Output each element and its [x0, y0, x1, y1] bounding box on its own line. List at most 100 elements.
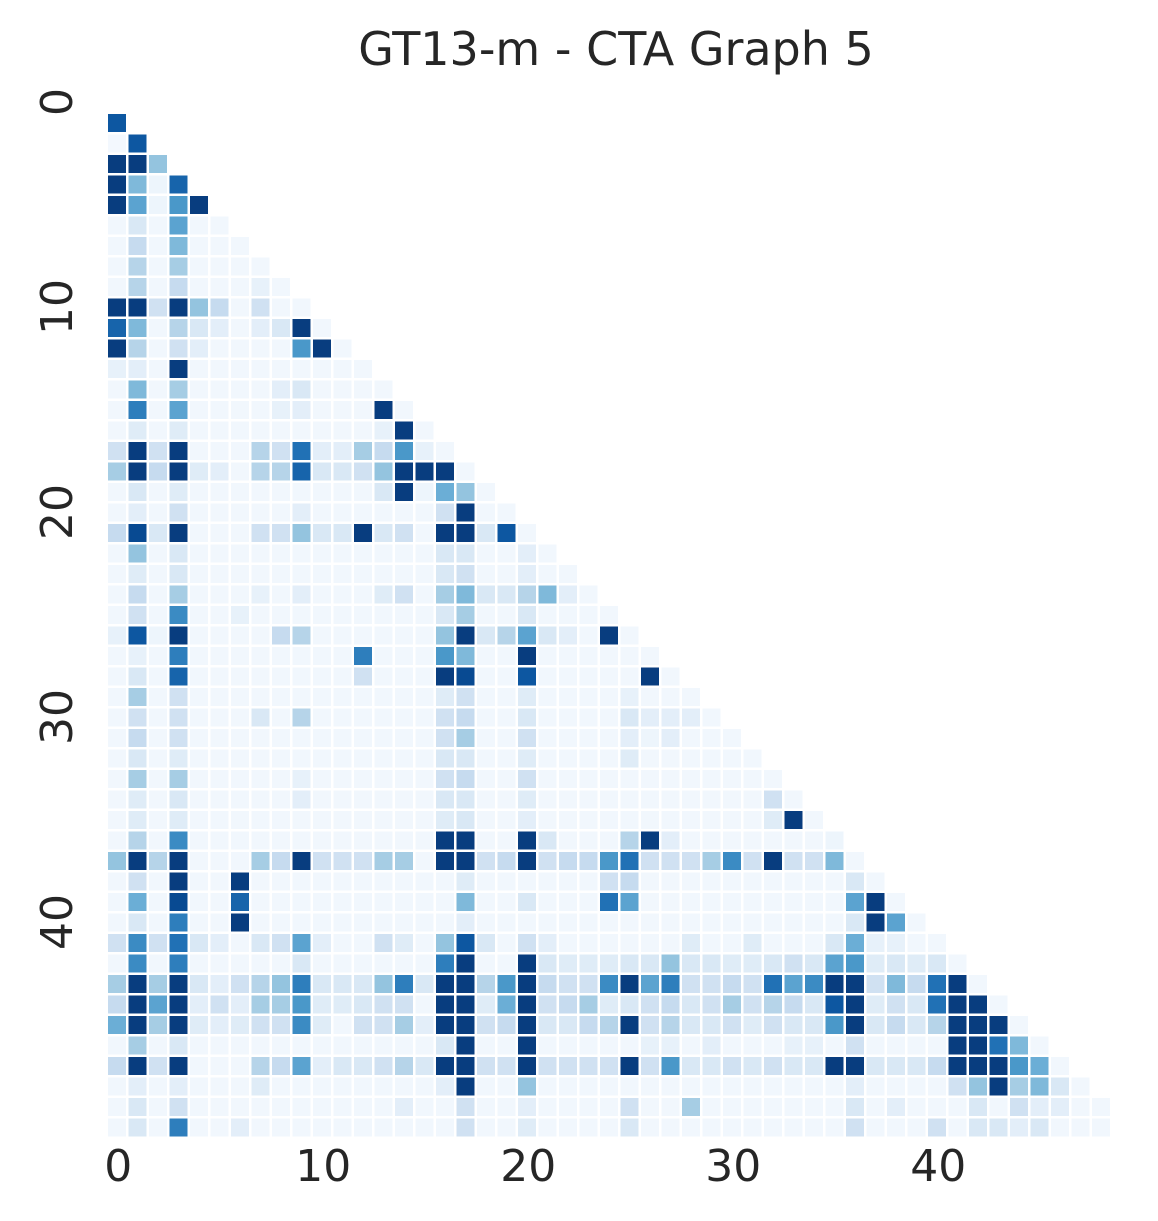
heatmap-cell [928, 954, 946, 973]
heatmap-cell [272, 688, 290, 706]
heatmap-cell [600, 872, 618, 891]
heatmap-cell [313, 421, 331, 440]
heatmap-cell [210, 1118, 229, 1137]
heatmap-cell [805, 1016, 823, 1034]
heatmap-cell [231, 1118, 249, 1137]
heatmap-cell [723, 790, 741, 809]
heatmap-cell [620, 811, 639, 829]
heatmap-cell [313, 749, 331, 768]
heatmap-cell [518, 626, 536, 645]
heatmap-cell [436, 483, 454, 501]
heatmap-cell [108, 790, 126, 809]
heatmap-cell [805, 831, 823, 850]
heatmap-cell [190, 278, 208, 296]
heatmap-cell [128, 626, 147, 645]
heatmap-cell [210, 237, 229, 255]
heatmap-cell [415, 852, 434, 870]
heatmap-cell [374, 544, 393, 563]
heatmap-cell [620, 790, 639, 809]
heatmap-cell [415, 421, 434, 440]
heatmap-cell [313, 626, 331, 645]
y-tick-label: 30 [32, 689, 83, 745]
heatmap-cell [149, 749, 167, 768]
heatmap-cell [231, 811, 249, 829]
heatmap-cell [169, 175, 188, 194]
heatmap-cell [149, 544, 167, 563]
heatmap-cell [374, 442, 393, 460]
heatmap-cell [128, 852, 147, 870]
heatmap-cell [210, 421, 229, 440]
heatmap-cell [231, 257, 249, 276]
heatmap-cell [128, 544, 147, 563]
heatmap-cell [313, 360, 331, 378]
heatmap-cell [764, 954, 782, 973]
heatmap-cell [251, 1118, 270, 1137]
heatmap-cell [374, 934, 393, 952]
heatmap-cell [313, 606, 331, 624]
heatmap-cell [149, 237, 167, 255]
heatmap-cell [436, 1077, 454, 1096]
heatmap-cell [210, 975, 229, 993]
heatmap-cell [251, 1036, 270, 1055]
heatmap-cell [374, 585, 393, 604]
heatmap-cell [169, 852, 188, 870]
heatmap-cell [518, 524, 536, 542]
heatmap-cell [620, 688, 639, 706]
heatmap-cell [190, 1036, 208, 1055]
heatmap-cell [538, 954, 557, 973]
heatmap-cell [907, 913, 926, 932]
heatmap-cell [477, 749, 495, 768]
heatmap-cell [354, 749, 372, 768]
heatmap-cell [764, 975, 782, 993]
heatmap-cell [251, 749, 270, 768]
heatmap-cell [702, 811, 721, 829]
heatmap-cell [559, 667, 577, 686]
heatmap-cell [333, 872, 352, 891]
heatmap-cell [395, 1016, 413, 1034]
heatmap-cell [682, 1016, 700, 1034]
heatmap-cell [333, 770, 352, 788]
heatmap-cell [723, 749, 741, 768]
heatmap-cell [784, 893, 803, 911]
heatmap-cell [108, 114, 126, 132]
heatmap-cell [477, 565, 495, 583]
heatmap-cell [190, 811, 208, 829]
heatmap-cell [620, 1057, 639, 1075]
heatmap-cell [784, 1036, 803, 1055]
heatmap-cell [415, 934, 434, 952]
heatmap-cell [190, 790, 208, 809]
heatmap-cell [538, 688, 557, 706]
heatmap-cell [272, 278, 290, 296]
heatmap-cell [600, 770, 618, 788]
heatmap-cell [600, 606, 618, 624]
heatmap-cell [149, 893, 167, 911]
heatmap-cell [579, 831, 598, 850]
heatmap-cell [272, 319, 290, 337]
heatmap-cell [354, 647, 372, 665]
heatmap-cell [190, 421, 208, 440]
heatmap-cell [272, 626, 290, 645]
heatmap-cell [805, 1036, 823, 1055]
heatmap-cell [477, 585, 495, 604]
heatmap-cell [169, 237, 188, 255]
heatmap-cell [149, 216, 167, 235]
heatmap-cell [928, 934, 946, 952]
heatmap-cell [497, 1057, 516, 1075]
heatmap-cell [128, 1036, 147, 1055]
heatmap-cell [600, 1118, 618, 1137]
heatmap-cell [702, 1057, 721, 1075]
heatmap-cell [415, 872, 434, 891]
heatmap-cell [1010, 1057, 1028, 1075]
heatmap-cell [149, 196, 167, 214]
heatmap-cell [128, 934, 147, 952]
heatmap-cell [190, 626, 208, 645]
heatmap-cell [415, 1077, 434, 1096]
heatmap-cell [436, 442, 454, 460]
heatmap-cell [620, 770, 639, 788]
heatmap-cell [497, 1118, 516, 1137]
heatmap-cell [559, 565, 577, 583]
heatmap-cell [477, 852, 495, 870]
heatmap-cell [333, 893, 352, 911]
heatmap-cell [231, 954, 249, 973]
heatmap-cell [620, 647, 639, 665]
